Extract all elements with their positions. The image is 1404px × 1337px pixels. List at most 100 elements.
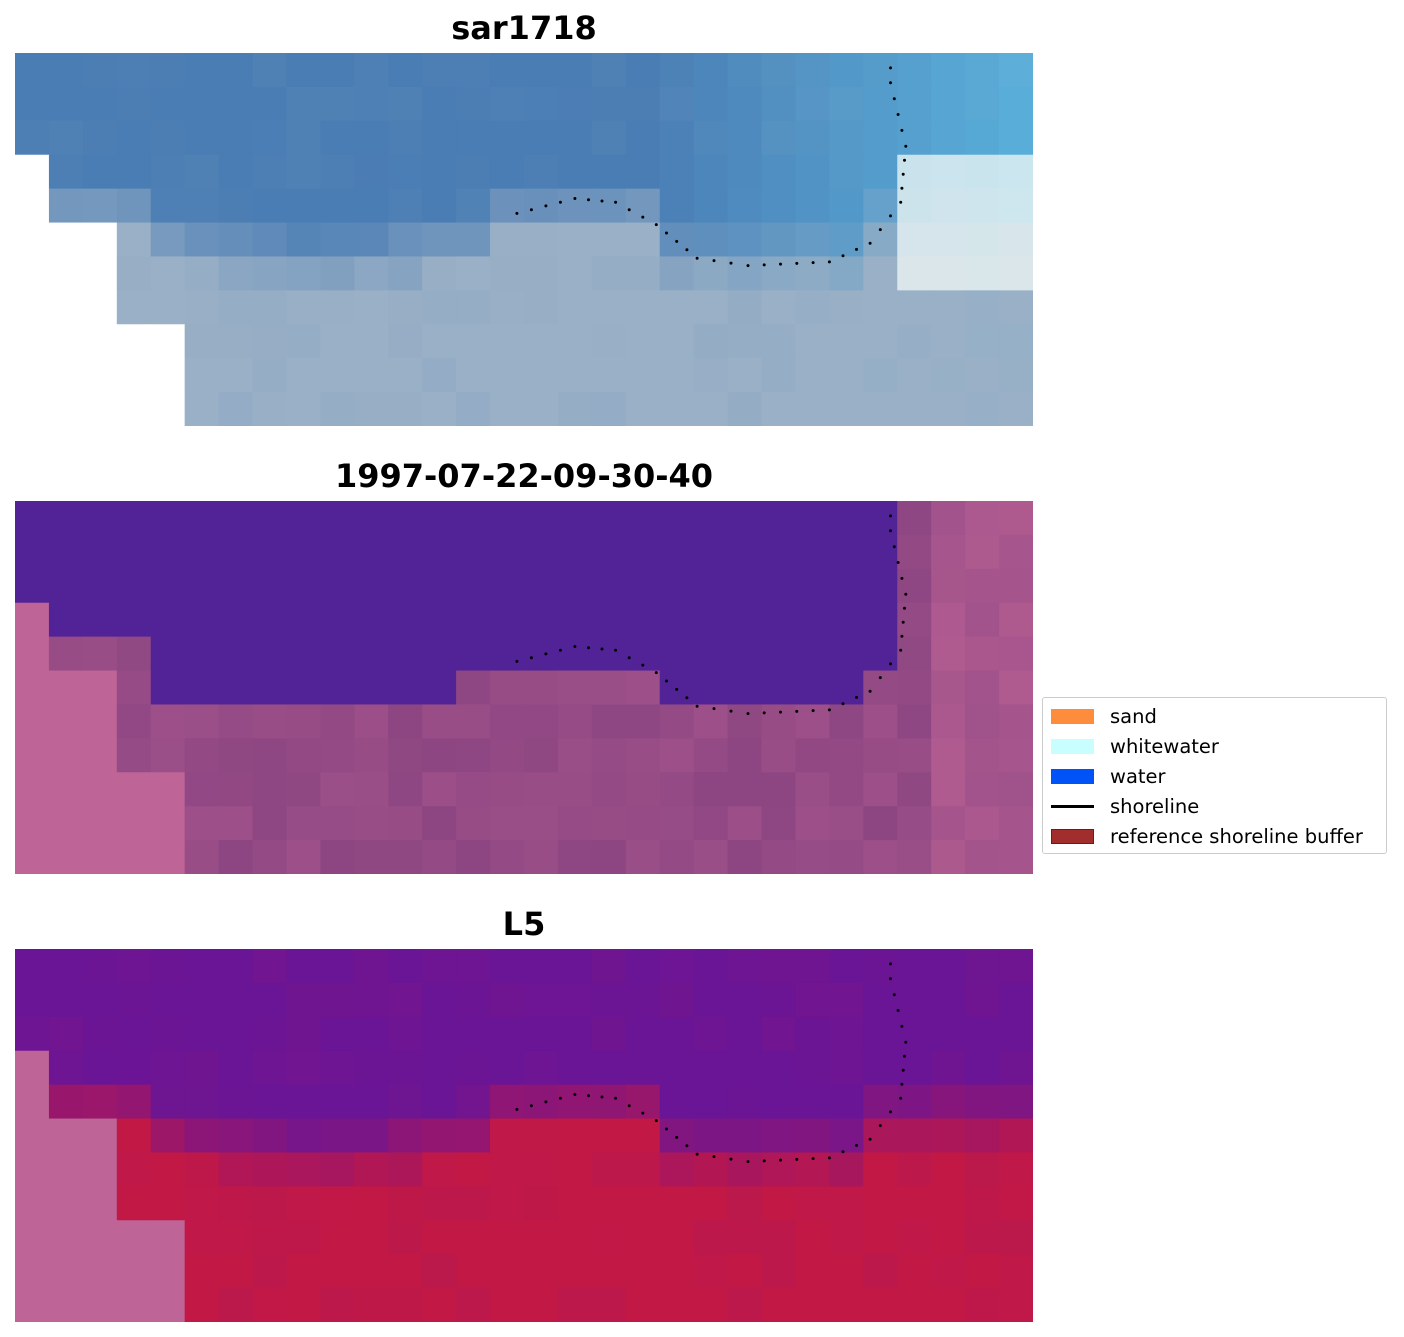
pixel-cell [863, 358, 898, 393]
pixel-cell [320, 568, 355, 604]
pixel-cell [15, 1152, 50, 1187]
pixel-cell [48, 324, 84, 359]
pixel-cell [557, 53, 593, 88]
pixel-cell [625, 1152, 661, 1187]
pixel-cell [422, 840, 457, 874]
pixel-cell [524, 806, 559, 841]
pixel-cell [15, 1016, 50, 1052]
pixel-cell [82, 840, 118, 874]
pixel-cell [82, 256, 118, 291]
pixel-cell [218, 1050, 254, 1086]
pixel-cell [625, 1118, 661, 1154]
pixel-cell [286, 636, 321, 672]
pixel-cell [829, 120, 864, 156]
pixel-cell [897, 738, 932, 773]
pixel-cell [388, 1220, 423, 1255]
pixel-cell [490, 982, 525, 1018]
shoreline-dot [746, 264, 750, 268]
pixel-cell [388, 154, 423, 190]
pixel-cell [931, 324, 966, 359]
pixel-cell [625, 120, 661, 156]
pixel-cell [659, 806, 695, 841]
pixel-cell [388, 392, 423, 426]
pixel-cell [591, 1254, 627, 1289]
pixel-cell [82, 290, 118, 325]
pixel-cell [354, 53, 389, 88]
shoreline-dot [811, 709, 815, 713]
pixel-cell [184, 154, 220, 190]
pixel-cell [82, 392, 118, 426]
pixel-cell [15, 86, 50, 122]
pixel-cell [727, 256, 763, 291]
pixel-cell [116, 949, 152, 984]
pixel-cell [354, 949, 389, 984]
pixel-cell [48, 806, 84, 841]
pixel-cell [320, 1220, 355, 1255]
pixel-cell [320, 86, 355, 122]
pixel-cell [422, 1288, 457, 1322]
pixel-cell [422, 358, 457, 393]
pixel-cell [184, 222, 220, 258]
pixel-cell [829, 222, 864, 258]
shoreline-dot [900, 128, 904, 132]
pixel-cell [659, 738, 695, 773]
pixel-cell [82, 53, 118, 88]
pixel-cell [727, 1152, 763, 1187]
pixel-cell [625, 568, 661, 604]
pixel-cell [999, 256, 1033, 291]
pixel-cell [829, 256, 864, 291]
pixel-cell [252, 1254, 288, 1289]
pixel-cell [557, 602, 593, 638]
pixel-cell [456, 772, 491, 807]
pixel-cell [150, 534, 186, 570]
pixel-cell [48, 636, 84, 672]
pixel-cell [184, 1220, 220, 1255]
pixel-cell [931, 772, 966, 807]
pixel-cell [184, 120, 220, 156]
pixel-cell [354, 1016, 389, 1052]
shoreline-dot [795, 1157, 799, 1161]
pixel-cell [15, 1118, 50, 1154]
pixel-cell [286, 1186, 321, 1221]
pixel-cell [490, 704, 525, 739]
pixel-cell [184, 534, 220, 570]
pixel-cell [999, 86, 1033, 122]
pixel-cell [388, 772, 423, 807]
pixel-cell [82, 949, 118, 984]
pixel-cell [320, 636, 355, 672]
pixel-cell [829, 1016, 864, 1052]
pixel-cell [761, 840, 797, 874]
shoreline-dot [896, 561, 900, 564]
pixel-cell [48, 738, 84, 773]
shoreline-dot [841, 254, 845, 258]
shoreline-dot [600, 199, 604, 203]
shoreline-dot [896, 113, 900, 116]
pixel-cell [286, 738, 321, 773]
pixel-cell [15, 1084, 50, 1120]
pixel-cell [490, 86, 525, 122]
pixel-cell [252, 290, 288, 325]
pixel-cell [557, 1118, 593, 1154]
pixel-cell [388, 1050, 423, 1086]
pixel-cell [557, 86, 593, 122]
pixel-cell [320, 704, 355, 739]
shoreline-dot [811, 261, 815, 265]
pixel-cell [761, 772, 797, 807]
pixel-cell [422, 1016, 457, 1052]
pixel-cell [252, 53, 288, 88]
pixel-cell [931, 1288, 966, 1322]
pixel-cell [727, 636, 763, 672]
pixel-cell [354, 324, 389, 359]
pixel-cell [320, 120, 355, 156]
pixel-cell [829, 1186, 864, 1221]
pixel-cell [965, 1118, 1000, 1154]
pixel-cell [897, 1186, 932, 1221]
pixel-cell [693, 704, 729, 739]
pixel-cell [490, 772, 525, 807]
pixel-cell [490, 501, 525, 536]
pixel-cell [625, 222, 661, 258]
pixel-cell [557, 154, 593, 190]
shoreline-dot [614, 648, 618, 652]
pixel-cell [184, 602, 220, 638]
shoreline-dot [515, 211, 519, 215]
